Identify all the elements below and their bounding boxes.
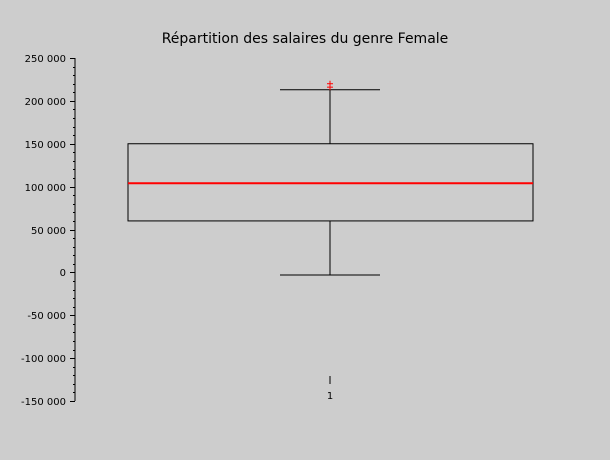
x-tick-label: 1 bbox=[327, 391, 333, 402]
y-axis: 250 000 200 000 150 000 100 000 50 000 0 -50 0… bbox=[21, 54, 76, 408]
y-tick-label: 0 bbox=[60, 268, 66, 279]
y-tick-label: 250 000 bbox=[25, 54, 66, 65]
y-tick-label: -150 000 bbox=[21, 397, 66, 408]
x-axis: 1 bbox=[327, 376, 333, 402]
plot-area bbox=[127, 80, 534, 276]
outlier-marker bbox=[327, 80, 333, 87]
chart-title: Répartition des salaires du genre Female bbox=[162, 31, 449, 47]
y-tick-label: 150 000 bbox=[25, 140, 66, 151]
y-tick-label: 50 000 bbox=[31, 226, 66, 237]
y-tick-label: -100 000 bbox=[21, 354, 66, 365]
y-tick-label: 100 000 bbox=[25, 183, 66, 194]
y-tick-label: 200 000 bbox=[25, 97, 66, 108]
y-tick-label: -50 000 bbox=[27, 311, 66, 322]
